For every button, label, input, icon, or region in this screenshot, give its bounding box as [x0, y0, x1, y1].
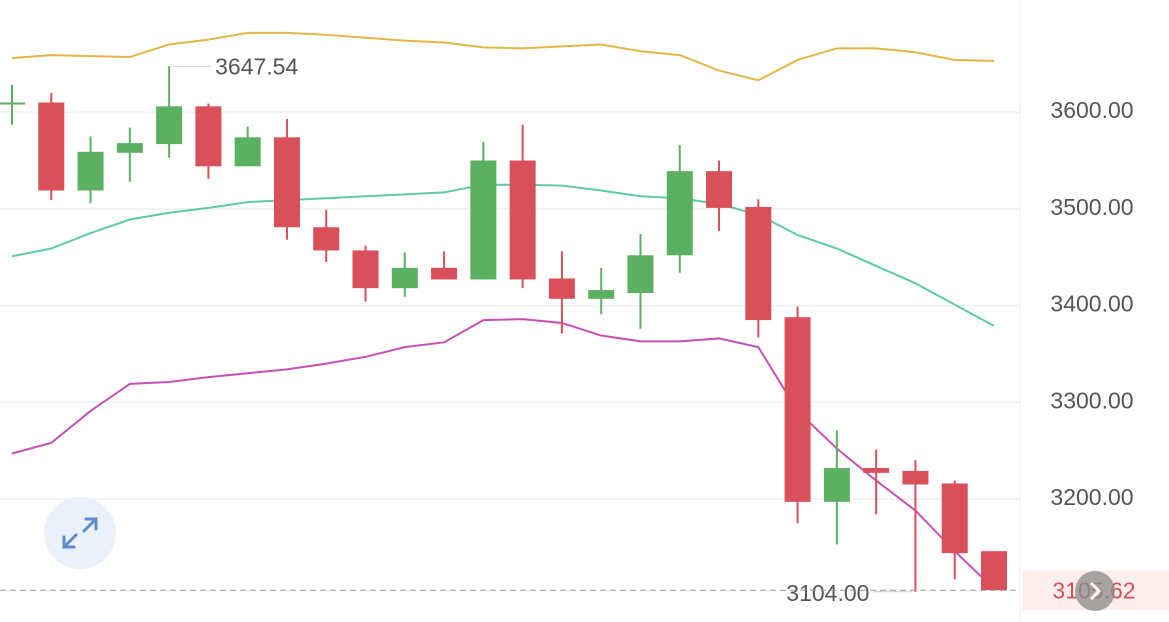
candle-body: [431, 267, 458, 280]
y-tick-label: 3600.00: [1050, 97, 1133, 123]
candle-body: [548, 278, 575, 299]
candle-body: [823, 468, 850, 502]
candle-body: [470, 160, 497, 280]
candle-body: [745, 206, 772, 321]
candle-body: [627, 255, 654, 293]
candle-body: [352, 250, 379, 289]
candle-body: [195, 106, 222, 167]
expand-button-bg[interactable]: [44, 497, 116, 569]
y-tick-label: 3500.00: [1050, 194, 1133, 220]
candle-body: [706, 171, 733, 208]
candle-body: [234, 137, 261, 167]
candle-body: [902, 470, 929, 485]
candle-body: [666, 171, 693, 256]
scroll-button[interactable]: [1075, 571, 1115, 611]
candle-body: [588, 290, 615, 299]
candle-body: [509, 160, 536, 280]
axis-panel: [1020, 0, 1169, 622]
low-label: 3104.00: [786, 580, 869, 606]
band-line: [11, 183, 995, 327]
candle-body: [156, 106, 183, 145]
expand-icon: [62, 517, 98, 549]
candle-body: [863, 468, 890, 473]
candle-body: [391, 267, 418, 289]
y-tick-label: 3300.00: [1050, 387, 1133, 413]
candle-body: [0, 102, 25, 105]
candle-body: [77, 151, 104, 191]
candle-body: [313, 227, 340, 251]
candle-body: [981, 551, 1007, 591]
candle-body: [784, 317, 811, 502]
y-tick-label: 3400.00: [1050, 291, 1133, 317]
band-line: [11, 318, 995, 590]
band-line: [11, 31, 995, 82]
high-label: 3647.54: [215, 53, 298, 79]
y-tick-label: 3200.00: [1050, 484, 1133, 510]
scroll-icon: [1089, 581, 1102, 601]
candle-body: [273, 137, 300, 228]
candle-body: [941, 483, 968, 554]
candle-body: [38, 102, 65, 191]
candle-body: [116, 143, 143, 153]
